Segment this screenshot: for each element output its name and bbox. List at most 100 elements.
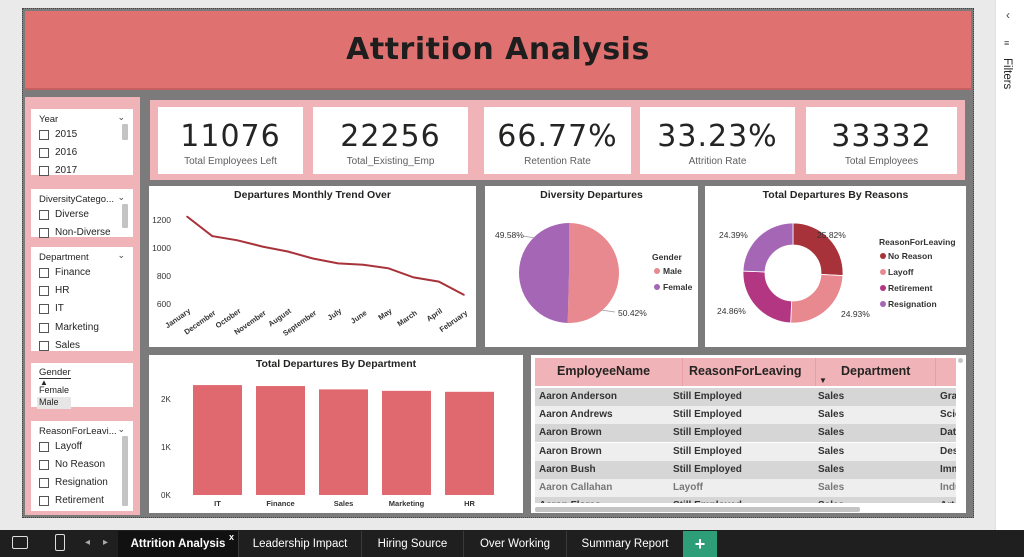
table-cell: Gra bbox=[940, 391, 956, 402]
table-cell: Aaron Flores bbox=[539, 500, 601, 503]
slicer-option[interactable]: Layoff bbox=[39, 441, 82, 452]
table-row[interactable]: Aaron Anderson Still Employed Sales Gra bbox=[535, 388, 956, 406]
table-row[interactable]: Aaron Brown Still Employed Sales Dat bbox=[535, 424, 956, 443]
scrollbar[interactable] bbox=[122, 124, 128, 140]
slicer-option[interactable]: Resignation bbox=[39, 477, 108, 488]
data-point bbox=[286, 250, 289, 253]
y-tick-label: 0K bbox=[161, 491, 171, 500]
chevron-down-icon[interactable]: ⌄ bbox=[117, 192, 125, 202]
filter-icon[interactable]: ≡ bbox=[1004, 38, 1010, 48]
slicer-option[interactable]: Marketing bbox=[39, 322, 99, 333]
slicer-option[interactable]: 2016 bbox=[39, 147, 77, 158]
reasons-donut-chart[interactable]: Total Departures By Reasons 25.82% 24.93%… bbox=[705, 186, 966, 347]
checkbox[interactable] bbox=[39, 459, 49, 470]
chevron-down-icon[interactable]: ⌄ bbox=[117, 112, 125, 122]
chart-title: Total Departures By Reasons bbox=[762, 189, 909, 201]
slicer-option[interactable]: No Reason bbox=[39, 459, 105, 470]
sort-descending-icon[interactable]: ▼ bbox=[819, 376, 827, 385]
gender-option-male[interactable]: Male bbox=[37, 397, 71, 409]
slicer-option[interactable]: Sales bbox=[39, 340, 80, 351]
legend-marker bbox=[880, 301, 886, 307]
checkbox[interactable] bbox=[39, 267, 49, 278]
close-tab-icon[interactable]: x bbox=[228, 532, 234, 542]
table-cell: Still Employed bbox=[673, 409, 742, 421]
slicer-option[interactable]: 2015 bbox=[39, 129, 77, 140]
legend-label: Male bbox=[663, 266, 682, 276]
legend-marker bbox=[654, 284, 660, 290]
table-cell: Indu bbox=[940, 482, 956, 493]
checkbox[interactable] bbox=[39, 441, 49, 452]
checkbox[interactable] bbox=[39, 495, 49, 506]
slicer-option[interactable]: HR bbox=[39, 285, 69, 296]
table-cell: Still Employed bbox=[673, 500, 742, 503]
gender-option-female[interactable]: Female bbox=[39, 385, 70, 395]
slicer-option[interactable]: Finance bbox=[39, 267, 91, 278]
sort-arrow-icon[interactable]: ▲ bbox=[40, 378, 48, 387]
bar bbox=[193, 385, 242, 495]
horizontal-scrollbar[interactable] bbox=[535, 507, 860, 512]
chevron-down-icon[interactable]: ⌄ bbox=[117, 250, 125, 260]
legend-marker bbox=[880, 253, 886, 259]
table-row[interactable]: Aaron Andrews Still Employed Sales Scie bbox=[535, 406, 956, 425]
gender-slicer[interactable]: Gender ▲ Female Male bbox=[28, 360, 136, 410]
donut-slice bbox=[790, 274, 844, 324]
slicer-option[interactable]: Retirement bbox=[39, 495, 104, 506]
checkbox[interactable] bbox=[39, 285, 49, 296]
table-cell: Aaron Brown bbox=[539, 427, 602, 439]
data-label: 50.42% bbox=[618, 308, 647, 318]
column-header-reason[interactable]: ReasonForLeaving bbox=[689, 364, 802, 378]
reason-slicer[interactable]: ReasonForLeavi... ⌄ Layoff No Reason Res… bbox=[28, 418, 136, 514]
legend-title: Gender bbox=[652, 252, 682, 262]
scroll-indicator[interactable] bbox=[958, 358, 963, 363]
monthly-trend-chart[interactable]: Departures Monthly Trend Over 1200 1000 80… bbox=[149, 186, 476, 347]
scrollbar[interactable] bbox=[122, 204, 128, 228]
scrollbar[interactable] bbox=[122, 436, 128, 506]
bar bbox=[319, 389, 368, 495]
y-tick-label: 1000 bbox=[152, 243, 171, 253]
checkbox[interactable] bbox=[39, 147, 49, 158]
next-page-icon[interactable]: ▸ bbox=[103, 537, 109, 548]
checkbox[interactable] bbox=[39, 209, 49, 220]
department-slicer[interactable]: Department ⌄ Finance HR IT Marketing Sal… bbox=[28, 244, 136, 354]
chart-title: Departures Monthly Trend Over bbox=[234, 189, 391, 201]
tab-attrition-analysis[interactable]: Attrition Analysis x bbox=[118, 531, 238, 557]
add-page-button[interactable]: + bbox=[683, 531, 717, 557]
checkbox[interactable] bbox=[39, 477, 49, 488]
tab-summary-report[interactable]: Summary Report bbox=[566, 531, 683, 557]
tab-over-working[interactable]: Over Working bbox=[463, 531, 566, 557]
legend-label: Layoff bbox=[888, 267, 914, 277]
filters-pane[interactable]: ‹ ≡ Filters bbox=[995, 0, 1024, 530]
diversity-slicer[interactable]: DiversityCatego... ⌄ Diverse Non-Diverse bbox=[28, 186, 136, 240]
checkbox[interactable] bbox=[39, 227, 49, 238]
tab-leadership-impact[interactable]: Leadership Impact bbox=[238, 531, 361, 557]
collapse-chevron-icon[interactable]: ‹ bbox=[1006, 8, 1010, 22]
column-header-employee-name[interactable]: EmployeeName bbox=[557, 364, 651, 378]
desktop-view-icon[interactable] bbox=[12, 536, 28, 549]
slicer-option[interactable]: 2017 bbox=[39, 165, 77, 176]
checkbox[interactable] bbox=[39, 322, 49, 333]
checkbox[interactable] bbox=[39, 165, 49, 176]
table-row[interactable]: Aaron Callahan Layoff Sales Indu bbox=[535, 479, 956, 497]
x-tick-label: March bbox=[396, 308, 420, 328]
data-point bbox=[261, 245, 264, 248]
table-row[interactable]: Aaron Flores Still Employed Sales Arts bbox=[535, 497, 956, 504]
prev-page-icon[interactable]: ◂ bbox=[85, 537, 91, 548]
tab-hiring-source[interactable]: Hiring Source bbox=[361, 531, 463, 557]
slicer-option[interactable]: Diverse bbox=[39, 209, 89, 220]
table-row[interactable]: Aaron Bush Still Employed Sales Imm bbox=[535, 460, 956, 479]
filters-label[interactable]: Filters bbox=[1001, 58, 1013, 90]
mobile-view-icon[interactable] bbox=[55, 534, 65, 551]
column-header-department[interactable]: Department bbox=[841, 364, 911, 378]
checkbox[interactable] bbox=[39, 129, 49, 140]
checkbox[interactable] bbox=[39, 303, 49, 314]
diversity-pie-chart[interactable]: Diversity Departures 50.42% 49.58% Gender M… bbox=[485, 186, 698, 347]
slicer-option[interactable]: Non-Diverse bbox=[39, 227, 111, 238]
checkbox[interactable] bbox=[39, 340, 49, 351]
department-bar-chart[interactable]: Total Departures By Department 2K 1K 0K IT F… bbox=[149, 355, 523, 513]
chevron-down-icon[interactable]: ⌄ bbox=[117, 424, 125, 434]
table-cell: Des bbox=[940, 445, 956, 457]
table-row[interactable]: Aaron Brown Still Employed Sales Des bbox=[535, 442, 956, 461]
slicer-option[interactable]: IT bbox=[39, 303, 64, 314]
year-slicer[interactable]: Year ⌄ 2015 2016 2017 bbox=[28, 106, 136, 178]
x-tick-label: June bbox=[349, 308, 369, 325]
